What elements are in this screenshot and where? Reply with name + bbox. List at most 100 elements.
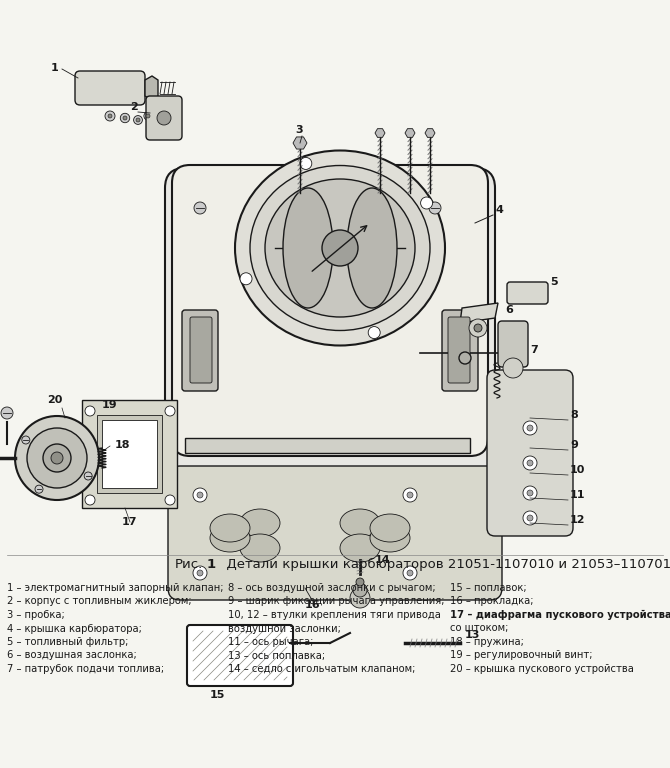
Text: 15: 15 (210, 690, 225, 700)
Text: 7 – патрубок подачи топлива;: 7 – патрубок подачи топлива; (7, 664, 164, 674)
Polygon shape (375, 129, 385, 137)
Text: 20: 20 (47, 395, 62, 405)
Circle shape (84, 472, 92, 480)
Ellipse shape (235, 151, 445, 346)
Text: 13: 13 (465, 630, 480, 640)
Circle shape (136, 118, 140, 122)
Circle shape (123, 116, 127, 120)
Text: 2: 2 (130, 102, 138, 112)
Circle shape (193, 488, 207, 502)
Circle shape (15, 416, 99, 500)
Text: 11: 11 (570, 490, 586, 500)
Circle shape (503, 358, 523, 378)
FancyBboxPatch shape (146, 96, 182, 140)
Text: 18: 18 (115, 440, 131, 450)
Text: 9 – шарик фиксации рычага управления;: 9 – шарик фиксации рычага управления; (228, 597, 444, 607)
Text: Рис.: Рис. (175, 558, 203, 571)
Circle shape (27, 428, 87, 488)
Circle shape (43, 444, 71, 472)
Text: 5: 5 (550, 277, 557, 287)
Text: со штоком;: со штоком; (450, 624, 509, 634)
Circle shape (85, 495, 95, 505)
Circle shape (22, 436, 30, 444)
Text: 6 – воздушная заслонка;: 6 – воздушная заслонка; (7, 650, 137, 660)
Ellipse shape (210, 514, 250, 542)
Text: 1: 1 (51, 63, 59, 73)
FancyBboxPatch shape (190, 317, 212, 383)
Text: 15 – поплавок;: 15 – поплавок; (450, 583, 527, 593)
Circle shape (474, 324, 482, 332)
Text: 11 – ось рычага;: 11 – ось рычага; (228, 637, 314, 647)
Ellipse shape (340, 534, 380, 562)
Circle shape (523, 511, 537, 525)
Text: 20 – крышка пускового устройства: 20 – крышка пускового устройства (450, 664, 634, 674)
FancyBboxPatch shape (187, 625, 293, 686)
Ellipse shape (347, 188, 397, 308)
Circle shape (299, 157, 312, 170)
Text: 3: 3 (295, 125, 303, 135)
Circle shape (165, 495, 175, 505)
Circle shape (133, 116, 143, 124)
Text: 2 – корпус с топливным жиклером;: 2 – корпус с топливным жиклером; (7, 597, 192, 607)
Circle shape (527, 425, 533, 431)
Text: 9: 9 (570, 440, 578, 450)
Circle shape (369, 326, 380, 339)
Circle shape (469, 319, 487, 337)
Text: 13 – ось поплавка;: 13 – ось поплавка; (228, 650, 325, 660)
Bar (97, 415, 162, 493)
Polygon shape (405, 129, 415, 137)
Circle shape (421, 197, 433, 209)
Text: 12: 12 (570, 515, 586, 525)
Ellipse shape (370, 524, 410, 552)
Circle shape (523, 421, 537, 435)
Text: 14 – седло с игольчатым клапаном;: 14 – седло с игольчатым клапаном; (228, 664, 415, 674)
FancyBboxPatch shape (448, 317, 470, 383)
Text: 19 – регулировочный винт;: 19 – регулировочный винт; (450, 650, 592, 660)
Text: 16: 16 (305, 600, 321, 610)
Circle shape (403, 488, 417, 502)
Text: 19: 19 (102, 400, 118, 410)
Ellipse shape (340, 509, 380, 537)
Circle shape (527, 515, 533, 521)
Circle shape (35, 485, 43, 493)
Circle shape (523, 486, 537, 500)
Polygon shape (470, 183, 485, 438)
Text: 5 – топливный фильтр;: 5 – топливный фильтр; (7, 637, 129, 647)
Ellipse shape (250, 165, 430, 330)
Polygon shape (145, 76, 158, 100)
Circle shape (197, 492, 203, 498)
Circle shape (353, 583, 367, 597)
FancyBboxPatch shape (168, 466, 502, 600)
FancyBboxPatch shape (75, 71, 145, 105)
Circle shape (51, 452, 63, 464)
Text: 4: 4 (495, 205, 503, 215)
Ellipse shape (240, 534, 280, 562)
Circle shape (197, 570, 203, 576)
Text: 10, 12 – втулки крепления тяги привода: 10, 12 – втулки крепления тяги привода (228, 610, 441, 620)
Text: 18 – пружина;: 18 – пружина; (450, 637, 524, 647)
Circle shape (403, 566, 417, 580)
Polygon shape (425, 129, 435, 137)
Circle shape (356, 578, 364, 586)
Circle shape (523, 456, 537, 470)
Circle shape (527, 460, 533, 466)
FancyBboxPatch shape (182, 310, 218, 391)
Circle shape (157, 111, 171, 125)
Circle shape (350, 588, 370, 608)
Circle shape (144, 112, 152, 120)
Text: 8: 8 (570, 410, 578, 420)
Circle shape (407, 570, 413, 576)
Circle shape (105, 111, 115, 121)
Ellipse shape (370, 514, 410, 542)
Ellipse shape (265, 179, 415, 317)
Ellipse shape (240, 509, 280, 537)
FancyBboxPatch shape (172, 165, 488, 456)
Circle shape (527, 490, 533, 496)
Polygon shape (460, 303, 498, 323)
Text: 8 – ось воздушной заслонки с рычагом;: 8 – ось воздушной заслонки с рычагом; (228, 583, 436, 593)
Circle shape (193, 566, 207, 580)
Text: 10: 10 (570, 465, 586, 475)
FancyBboxPatch shape (507, 282, 548, 304)
Text: 4 – крышка карбюратора;: 4 – крышка карбюратора; (7, 624, 142, 634)
Circle shape (108, 114, 112, 118)
